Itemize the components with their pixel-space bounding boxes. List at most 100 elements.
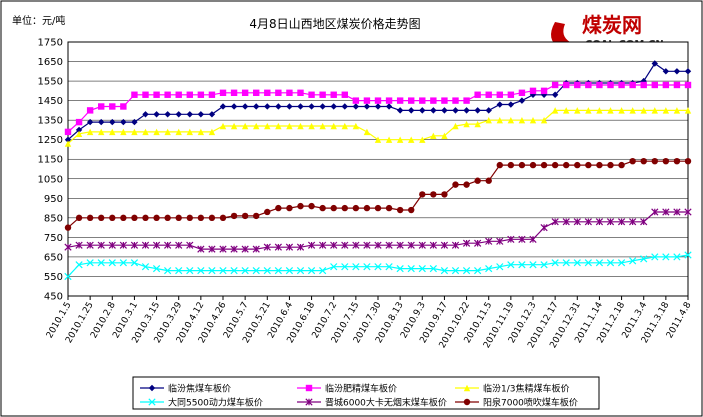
y-tick-label: 850 <box>44 213 63 224</box>
data-point <box>341 122 348 130</box>
data-point <box>219 122 227 130</box>
data-point <box>573 259 581 267</box>
data-point <box>208 214 216 222</box>
data-point <box>363 204 371 212</box>
data-point <box>363 241 371 249</box>
data-point <box>219 245 227 253</box>
data-point <box>462 239 471 247</box>
data-point <box>308 103 315 110</box>
data-point <box>319 204 326 212</box>
data-point <box>153 214 160 222</box>
data-point <box>606 259 615 267</box>
data-point <box>142 214 149 222</box>
legend-label: 临汾1/3焦精煤车板价 <box>483 383 570 395</box>
data-point <box>341 263 349 271</box>
data-point <box>142 128 149 136</box>
data-point <box>253 212 260 220</box>
data-point <box>64 272 72 281</box>
data-point <box>518 161 526 169</box>
data-point <box>408 97 415 104</box>
data-point <box>363 103 371 110</box>
data-point <box>208 245 216 253</box>
data-point <box>396 206 404 214</box>
data-point <box>529 235 537 243</box>
data-point <box>363 263 371 271</box>
y-tick-label: 1450 <box>38 96 63 107</box>
data-point <box>86 259 94 267</box>
data-point <box>396 136 404 143</box>
data-point <box>562 218 570 226</box>
data-point <box>297 103 304 110</box>
data-point <box>441 107 448 114</box>
data-point <box>119 241 127 249</box>
data-point <box>684 157 692 165</box>
data-point <box>684 107 692 114</box>
data-point <box>297 122 304 130</box>
series-5 <box>64 208 692 253</box>
data-point <box>606 218 615 226</box>
data-point <box>186 241 194 249</box>
data-point <box>463 97 470 104</box>
data-point <box>330 241 338 249</box>
data-point <box>285 243 294 251</box>
data-point <box>297 89 304 96</box>
data-point <box>496 116 503 124</box>
data-point <box>496 91 503 98</box>
y-tick-label: 750 <box>44 233 63 244</box>
y-tick-label: 650 <box>44 252 63 263</box>
data-point <box>75 241 83 249</box>
data-point <box>629 107 636 114</box>
data-point <box>474 239 482 247</box>
data-point <box>374 103 382 110</box>
data-point <box>418 265 426 273</box>
data-point <box>219 214 227 222</box>
data-point <box>551 81 559 89</box>
series-1 <box>64 60 692 143</box>
data-point <box>485 107 492 114</box>
data-point <box>640 218 648 226</box>
data-point <box>585 107 592 114</box>
data-point <box>164 266 172 275</box>
data-point <box>263 243 271 251</box>
data-point <box>253 122 260 130</box>
data-point <box>142 91 149 98</box>
data-point <box>385 136 393 143</box>
data-point <box>662 208 670 216</box>
data-point <box>596 161 603 169</box>
data-point <box>507 261 515 269</box>
data-point <box>496 263 504 271</box>
data-point <box>296 266 305 275</box>
series-3 <box>64 107 692 147</box>
data-point <box>352 103 360 110</box>
data-point <box>374 204 382 212</box>
legend-label: 临汾肥精煤车板价 <box>325 383 397 395</box>
data-point <box>451 241 460 249</box>
data-point <box>485 237 493 245</box>
data-point <box>385 204 393 212</box>
y-tick-label: 550 <box>44 272 63 283</box>
data-point <box>64 243 72 251</box>
data-point <box>98 118 105 126</box>
data-point <box>153 128 160 136</box>
data-point <box>275 122 282 130</box>
data-point <box>307 241 316 249</box>
data-point <box>97 241 105 249</box>
data-point <box>164 241 172 249</box>
data-point <box>430 97 437 104</box>
data-point <box>341 204 348 212</box>
data-point <box>585 81 592 89</box>
data-point <box>441 132 448 139</box>
data-point <box>341 103 348 110</box>
data-point <box>330 103 337 110</box>
data-point <box>474 266 482 275</box>
data-point <box>252 245 260 253</box>
y-tick-label: 1650 <box>38 57 63 68</box>
data-point <box>308 122 315 130</box>
data-point <box>197 111 205 118</box>
data-point <box>640 107 647 114</box>
data-point <box>607 161 614 169</box>
data-point <box>352 263 360 271</box>
data-point <box>186 266 194 275</box>
data-point <box>285 266 294 275</box>
